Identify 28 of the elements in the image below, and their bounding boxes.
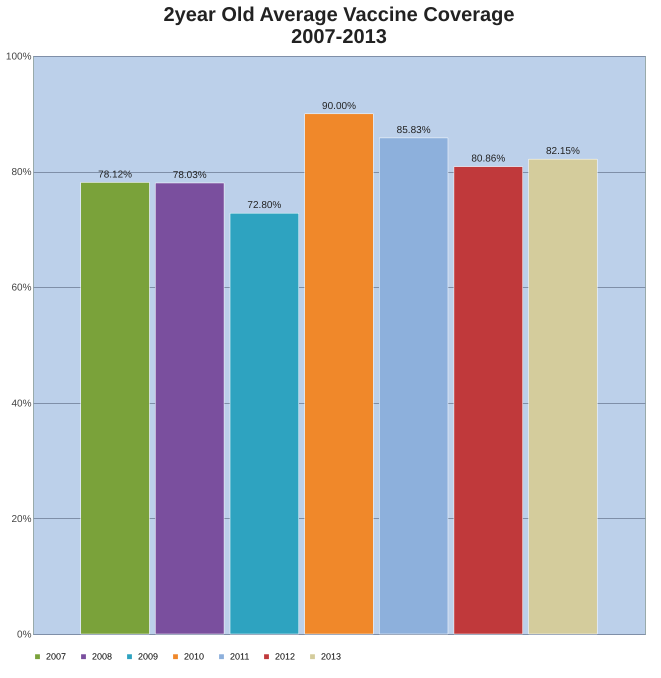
data-label: 78.03% [172, 170, 207, 181]
legend-label: 2010 [184, 652, 204, 662]
legend-label: 2013 [321, 652, 342, 662]
bar [304, 114, 374, 634]
bar [230, 212, 299, 634]
y-tick-label: 40% [11, 398, 32, 410]
y-tick-label: 20% [11, 514, 32, 525]
y-tick-label: 100% [6, 52, 32, 62]
legend-label: 2012 [275, 652, 296, 662]
data-label: 80.86% [471, 154, 506, 165]
data-label: 82.15% [546, 146, 580, 158]
data-label: 90.00% [322, 100, 356, 112]
bar [528, 158, 598, 634]
y-tick-label: 60% [11, 282, 32, 294]
data-label: 78.12% [98, 169, 132, 180]
data-label: 72.80% [247, 200, 282, 212]
bar [80, 182, 150, 634]
y-tick-label: 0% [17, 630, 32, 640]
chart-title: 2year Old Average Vaccine Coverage 2007-2013 [164, 4, 514, 48]
bar [379, 138, 448, 634]
data-label: 85.83% [396, 124, 431, 136]
legend-label: 2008 [92, 652, 112, 662]
y-tick-label: 80% [11, 167, 32, 178]
legend-label: 2011 [230, 652, 250, 662]
legend-label: 2007 [46, 652, 66, 662]
legend-label: 2009 [138, 652, 158, 662]
bar [155, 182, 224, 634]
bar [454, 166, 523, 634]
